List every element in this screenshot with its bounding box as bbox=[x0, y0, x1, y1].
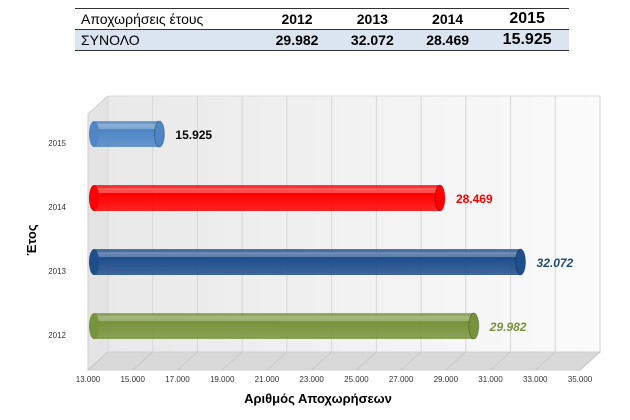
grid-line bbox=[87, 351, 109, 371]
bar bbox=[94, 313, 474, 339]
y-tick-label: 2013 bbox=[48, 267, 66, 276]
table-total-row: ΣΥΝΟΛΟ 29.982 32.072 28.469 15.925 bbox=[75, 29, 569, 51]
x-tick-label: 13.000 bbox=[76, 375, 101, 384]
bar bbox=[94, 185, 440, 211]
grid-line bbox=[266, 351, 288, 371]
table-total-value: 32.072 bbox=[334, 29, 410, 51]
x-tick-label: 31.000 bbox=[478, 375, 503, 384]
x-tick-label: 19.000 bbox=[210, 375, 235, 384]
bar bbox=[94, 121, 160, 147]
summary-table: Αποχωρήσεις έτους 2012 2013 2014 2015 ΣΥ… bbox=[75, 8, 569, 51]
grid-line bbox=[132, 351, 154, 371]
grid-line bbox=[400, 351, 422, 371]
x-axis-ticks: 13.000 15.000 17.000 19.000 21.000 23.000 25.0… bbox=[76, 375, 593, 384]
bar-left-cap bbox=[89, 185, 99, 211]
bars bbox=[89, 120, 527, 340]
x-tick-label: 33.000 bbox=[523, 375, 548, 384]
y-axis-ticks: 2015 2014 2013 2012 bbox=[48, 139, 66, 340]
y-tick-label: 2015 bbox=[48, 139, 66, 148]
bar-right-cap bbox=[434, 184, 446, 212]
data-label: 28.469 bbox=[456, 192, 493, 206]
bar-highlight bbox=[94, 124, 160, 129]
value-labels: 15.925 28.469 32.072 29.982 bbox=[175, 128, 573, 334]
plot-area bbox=[86, 94, 602, 372]
grid-line bbox=[534, 351, 556, 371]
bar-left-cap bbox=[89, 249, 99, 275]
back-wall bbox=[107, 95, 601, 353]
bar bbox=[94, 249, 521, 275]
bar-right-cap bbox=[515, 248, 527, 276]
bar-highlight bbox=[94, 316, 474, 321]
bar-left-cap bbox=[89, 121, 99, 147]
grid-line bbox=[445, 351, 467, 371]
table-total-value: 28.469 bbox=[409, 29, 486, 51]
table-total-value: 29.982 bbox=[259, 29, 335, 51]
x-tick-label: 35.000 bbox=[568, 375, 593, 384]
bar-right-cap bbox=[468, 312, 480, 340]
grid-line bbox=[311, 351, 332, 371]
x-axis-title: Αριθμός Αποχωρήσεων bbox=[244, 391, 392, 406]
x-tick-label: 29.000 bbox=[434, 375, 459, 384]
data-label: 32.072 bbox=[537, 256, 574, 270]
bar-left-cap bbox=[89, 313, 99, 339]
grid-line bbox=[177, 351, 198, 371]
x-tick-label: 25.000 bbox=[344, 375, 369, 384]
grid-line bbox=[490, 351, 511, 371]
table-total-label: ΣΥΝΟΛΟ bbox=[75, 29, 260, 51]
table-total-value: 15.925 bbox=[485, 29, 569, 51]
data-label: 29.982 bbox=[489, 320, 527, 334]
grid-line bbox=[579, 351, 601, 371]
grid-line bbox=[221, 351, 243, 371]
floor bbox=[86, 351, 602, 371]
bar-highlight bbox=[94, 252, 521, 257]
table-header-label: Αποχωρήσεις έτους bbox=[75, 8, 260, 30]
bar-highlight bbox=[94, 188, 440, 193]
y-axis-title: Έτος bbox=[24, 224, 39, 255]
x-tick-label: 23.000 bbox=[299, 375, 324, 384]
x-tick-label: 27.000 bbox=[389, 375, 414, 384]
x-tick-label: 17.000 bbox=[165, 375, 190, 384]
x-tick-label: 15.000 bbox=[120, 375, 145, 384]
y-tick-label: 2014 bbox=[48, 203, 66, 212]
data-label: 15.925 bbox=[175, 128, 212, 142]
grid-line bbox=[356, 351, 377, 371]
bar-right-cap bbox=[153, 120, 165, 148]
y-tick-label: 2012 bbox=[48, 331, 66, 340]
x-tick-label: 21.000 bbox=[255, 375, 280, 384]
